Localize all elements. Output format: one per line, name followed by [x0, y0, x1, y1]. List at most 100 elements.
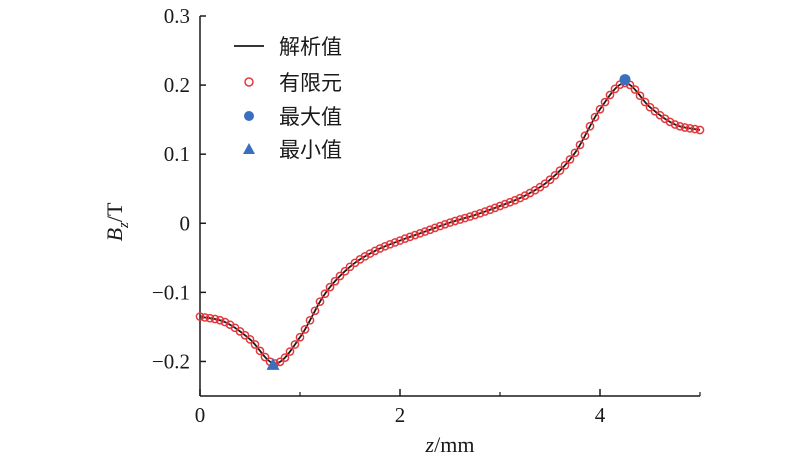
y-axis-variable: B — [102, 228, 127, 241]
fem-point — [400, 234, 410, 244]
fem-point — [285, 347, 295, 356]
fem-point — [340, 266, 350, 276]
fem-point — [195, 312, 205, 321]
y-tick-label: −0.2 — [152, 349, 190, 373]
fem-point — [205, 313, 215, 323]
legend-label-minimum: 最小值 — [279, 138, 342, 162]
x-axis-variable: z — [425, 432, 435, 457]
fem-point — [690, 124, 700, 134]
fem-point — [215, 315, 225, 325]
fem-point — [315, 297, 325, 307]
fem-point — [465, 212, 475, 221]
series-layer — [195, 74, 705, 370]
y-tick-label: 0.1 — [164, 142, 190, 166]
fem-point — [600, 97, 610, 107]
fem-point — [565, 155, 575, 164]
fem-point — [395, 236, 405, 245]
fem-point — [640, 97, 650, 107]
fem-point — [590, 112, 600, 122]
fem-point — [410, 230, 420, 240]
fem-point — [630, 85, 640, 94]
fem-point — [490, 203, 500, 213]
fem-point — [370, 246, 380, 256]
fem-point — [450, 216, 460, 226]
fem-point — [485, 205, 495, 215]
fem-point — [435, 221, 445, 231]
fem-point — [500, 199, 510, 209]
legend-swatch-fem — [244, 77, 254, 87]
legend-swatch-minimum — [243, 143, 255, 154]
fem-point — [245, 335, 255, 344]
minimum-marker — [266, 357, 280, 370]
fem-point — [305, 315, 315, 325]
tick-marks: −0.2 −0.1 0 0.1 0.2 0.3 0 2 4 — [152, 4, 701, 427]
fem-point — [480, 207, 490, 216]
x-tick-label: 2 — [395, 403, 406, 427]
analytical-curve — [199, 82, 701, 365]
fem-point — [550, 170, 560, 180]
fem-point — [445, 218, 455, 227]
fem-point — [545, 175, 555, 185]
fem-point — [475, 208, 485, 218]
fem-point — [330, 276, 340, 286]
fem-point — [295, 332, 305, 342]
fem-point — [290, 340, 300, 349]
fem-point — [415, 228, 425, 238]
fem-point — [280, 353, 290, 362]
fem-point — [585, 121, 595, 131]
x-axis-unit: /mm — [434, 432, 474, 457]
fem-point — [680, 123, 690, 132]
fem-point — [575, 140, 585, 150]
fem-point — [605, 90, 615, 100]
fem-point — [610, 84, 620, 94]
fem-point — [200, 313, 210, 322]
maximum-marker — [619, 74, 631, 86]
fem-point — [510, 195, 520, 205]
x-tick-label: 0 — [195, 403, 206, 427]
y-tick-label: 0.2 — [164, 73, 190, 97]
y-axis-subscript: z — [116, 222, 132, 229]
fem-point — [260, 352, 270, 362]
fem-point — [440, 219, 450, 229]
fem-point — [595, 104, 605, 114]
fem-point — [250, 340, 260, 349]
fem-point — [390, 238, 400, 247]
y-axis-unit: /T — [102, 202, 127, 222]
legend: 解析值 有限元 最大值 最小值 — [234, 35, 342, 162]
fem-point — [220, 317, 230, 327]
fem-point — [665, 117, 675, 127]
legend-label-maximum: 最大值 — [279, 105, 342, 129]
fem-point — [210, 314, 220, 324]
fem-point — [670, 120, 680, 129]
y-axis-title: Bz/T — [102, 202, 132, 241]
fem-point — [375, 244, 385, 253]
legend-swatch-maximum — [244, 111, 254, 121]
legend-label-fem: 有限元 — [279, 71, 342, 95]
y-tick-label: −0.1 — [152, 280, 190, 304]
fem-point — [320, 289, 330, 299]
fem-point — [430, 223, 440, 233]
fem-point — [570, 148, 580, 158]
fem-point — [275, 357, 285, 367]
fem-point — [470, 210, 480, 220]
fem-point — [635, 91, 645, 101]
fem-point — [300, 325, 310, 334]
fem-point — [695, 125, 705, 135]
fem-point — [325, 282, 335, 292]
x-tick-label: 4 — [595, 403, 606, 427]
fem-point — [495, 201, 505, 211]
fem-point — [555, 166, 565, 175]
legend-label-analytical: 解析值 — [279, 35, 342, 59]
fem-point — [255, 346, 265, 356]
fem-point — [460, 213, 470, 223]
fem-point — [385, 239, 395, 249]
fem-point — [420, 227, 430, 236]
fem-point — [380, 241, 390, 251]
fem-point — [455, 215, 465, 224]
fem-point — [580, 131, 590, 141]
fem-point — [335, 271, 345, 281]
plot-area: −0.2 −0.1 0 0.1 0.2 0.3 0 2 4 — [152, 4, 705, 427]
fem-point — [505, 197, 515, 207]
y-tick-label: 0.3 — [164, 4, 190, 28]
